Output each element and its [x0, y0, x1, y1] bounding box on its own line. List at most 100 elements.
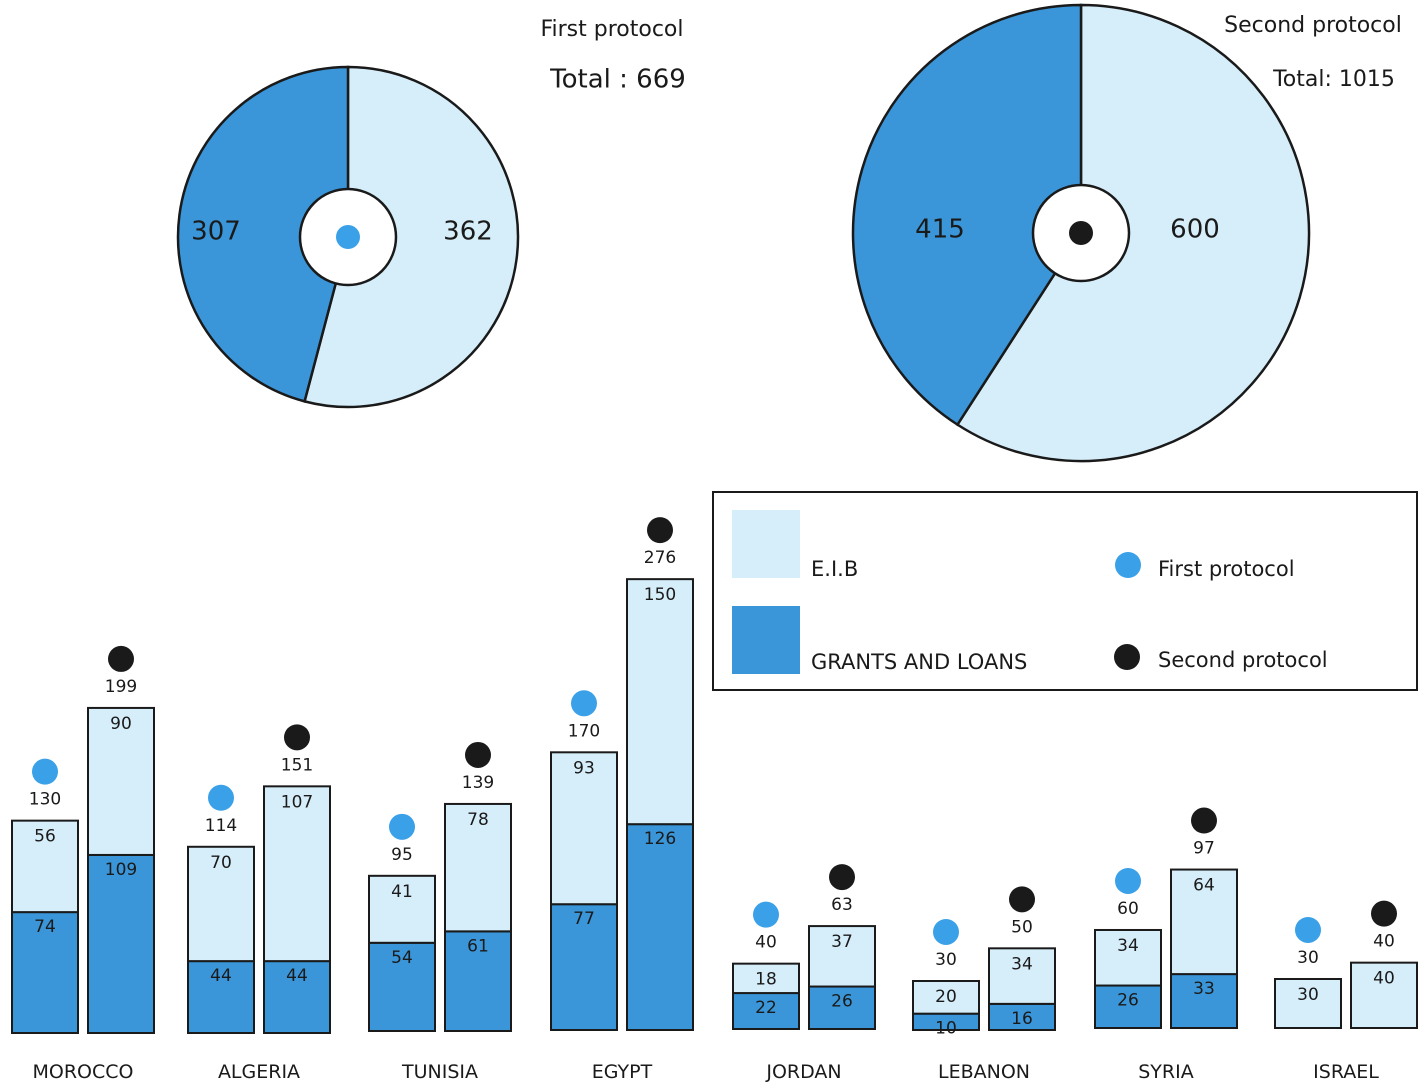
israel-second-label-eib: 40	[1373, 969, 1395, 989]
morocco-second-bar-grants	[87, 853, 155, 1034]
jordan-first-bar-grants	[732, 992, 800, 1030]
syria-second-bar-grants	[1170, 973, 1238, 1029]
jordan-second-label-grants: 26	[831, 992, 853, 1012]
egypt-first-protocol-dot-icon	[571, 690, 597, 717]
tunisia-first-label-grants: 54	[391, 948, 413, 968]
pie1-slice-label-eib: 362	[443, 217, 493, 247]
lebanon-second-bar-eib	[988, 947, 1056, 1005]
category-label-lebanon: LEBANON	[938, 1061, 1030, 1083]
algeria-first-protocol-dot-icon	[208, 784, 234, 811]
egypt-second-label-eib: 150	[644, 585, 676, 605]
israel-first-bar-eib	[1274, 977, 1342, 1029]
pie2-protocol-marker-icon	[1069, 221, 1093, 245]
tunisia-first-bar-eib	[368, 874, 436, 944]
syria-first-label-total: 60	[1117, 899, 1139, 919]
morocco-second-protocol-dot-icon	[108, 645, 134, 672]
pie2-total: Total: 1015	[1272, 67, 1395, 92]
lebanon-first-protocol-dot-icon	[933, 918, 959, 945]
egypt-first-label-eib: 93	[573, 758, 595, 778]
category-label-algeria: ALGERIA	[218, 1061, 300, 1083]
israel-first-label-eib: 30	[1297, 985, 1319, 1005]
lebanon-first-label-grants: 10	[935, 1019, 957, 1039]
pie1-protocol-marker-icon	[336, 225, 360, 249]
tunisia-second-label-eib: 78	[467, 810, 489, 830]
lebanon-first-label-eib: 20	[935, 987, 957, 1007]
legend-label-second-protocol: Second protocol	[1158, 648, 1328, 672]
algeria-second-label-grants: 44	[286, 966, 308, 986]
category-label-morocco: MOROCCO	[33, 1061, 134, 1083]
jordan-first-label-total: 40	[755, 933, 777, 953]
tunisia-second-bar-eib	[444, 802, 512, 933]
syria-second-label-eib: 64	[1193, 876, 1215, 896]
tunisia-first-label-total: 95	[391, 845, 413, 865]
syria-first-label-grants: 26	[1117, 991, 1139, 1011]
algeria-first-label-grants: 44	[210, 966, 232, 986]
tunisia-first-label-eib: 41	[391, 882, 413, 902]
algeria-second-label-total: 151	[281, 755, 313, 775]
legend: E.I.B GRANTS AND LOANS First protocol Secon…	[712, 491, 1418, 691]
tunisia-first-bar-grants	[368, 941, 436, 1033]
pie2-slice-eib	[955, 3, 1311, 463]
pie1-total: Total : 669	[549, 65, 686, 95]
israel-first-label-total: 30	[1297, 948, 1319, 968]
tunisia-second-protocol-dot-icon	[465, 741, 491, 768]
israel-second-protocol-dot-icon	[1371, 900, 1397, 927]
morocco-second-label-grants: 109	[105, 860, 137, 880]
legend-label-grants-and-loans: GRANTS AND LOANS	[811, 650, 1027, 674]
lebanon-first-label-total: 30	[935, 950, 957, 970]
jordan-first-protocol-dot-icon	[753, 901, 779, 928]
algeria-first-bar-eib	[187, 845, 255, 963]
pie2-title: Second protocol	[1224, 13, 1402, 38]
pie1-slice-eib	[303, 65, 520, 409]
legend-dot-first-protocol-icon	[1115, 552, 1141, 578]
jordan-first-bar-eib	[732, 962, 800, 995]
category-label-israel: ISRAEL	[1313, 1061, 1379, 1083]
egypt-first-label-grants: 77	[573, 909, 595, 929]
morocco-first-label-total: 130	[29, 790, 61, 810]
egypt-second-bar-grants	[626, 823, 694, 1032]
syria-first-bar-eib	[1094, 928, 1162, 987]
egypt-second-label-total: 276	[644, 548, 676, 568]
morocco-second-label-total: 199	[105, 677, 137, 697]
syria-first-label-eib: 34	[1117, 936, 1139, 956]
israel-first-protocol-dot-icon	[1295, 916, 1321, 943]
morocco-first-bar-eib	[11, 819, 79, 914]
category-label-egypt: EGYPT	[592, 1061, 653, 1083]
legend-label-first-protocol: First protocol	[1158, 557, 1295, 581]
legend-swatch-grants-and-loans	[732, 606, 800, 674]
morocco-second-bar-eib	[87, 706, 155, 856]
legend-swatch-e-i-b	[732, 510, 800, 578]
syria-second-label-grants: 33	[1193, 979, 1215, 999]
jordan-second-label-eib: 37	[831, 932, 853, 952]
jordan-first-label-eib: 18	[755, 970, 777, 990]
algeria-first-bar-grants	[187, 960, 255, 1034]
syria-second-label-total: 97	[1193, 839, 1215, 859]
category-label-jordan: JORDAN	[765, 1061, 841, 1083]
syria-second-protocol-dot-icon	[1191, 807, 1217, 834]
morocco-first-label-eib: 56	[34, 827, 56, 847]
pie1-title: First protocol	[540, 17, 683, 42]
bar-chart: 74 56 130 109 90 199 MOROCCO 44 70 114 44 107 151 ALG…	[11, 517, 1418, 1083]
legend-box	[712, 491, 1418, 691]
pie2-slice-grants	[851, 3, 1083, 427]
lebanon-first-bar-eib	[912, 979, 980, 1015]
lebanon-second-protocol-dot-icon	[1009, 886, 1035, 913]
israel-second-bar-eib	[1350, 961, 1418, 1029]
jordan-first-label-grants: 22	[755, 998, 777, 1018]
morocco-second-label-eib: 90	[110, 714, 132, 734]
algeria-second-protocol-dot-icon	[284, 724, 310, 751]
pie-charts: 362 307 First protocol Total : 669 600 415 Sec…	[176, 3, 1402, 463]
pie1-slice-grants	[176, 65, 350, 403]
syria-second-bar-eib	[1170, 868, 1238, 976]
category-label-syria: SYRIA	[1138, 1061, 1193, 1083]
tunisia-second-label-total: 139	[462, 773, 494, 793]
algeria-first-label-total: 114	[205, 816, 237, 836]
jordan-second-bar-grants	[808, 985, 876, 1030]
syria-first-bar-grants	[1094, 984, 1162, 1029]
morocco-first-label-grants: 74	[34, 917, 56, 937]
algeria-second-label-eib: 107	[281, 792, 313, 812]
egypt-second-bar-eib	[626, 578, 694, 826]
israel-second-label-total: 40	[1373, 932, 1395, 952]
egypt-first-label-total: 170	[568, 721, 600, 741]
pie2-slice-label-eib: 600	[1170, 215, 1220, 245]
